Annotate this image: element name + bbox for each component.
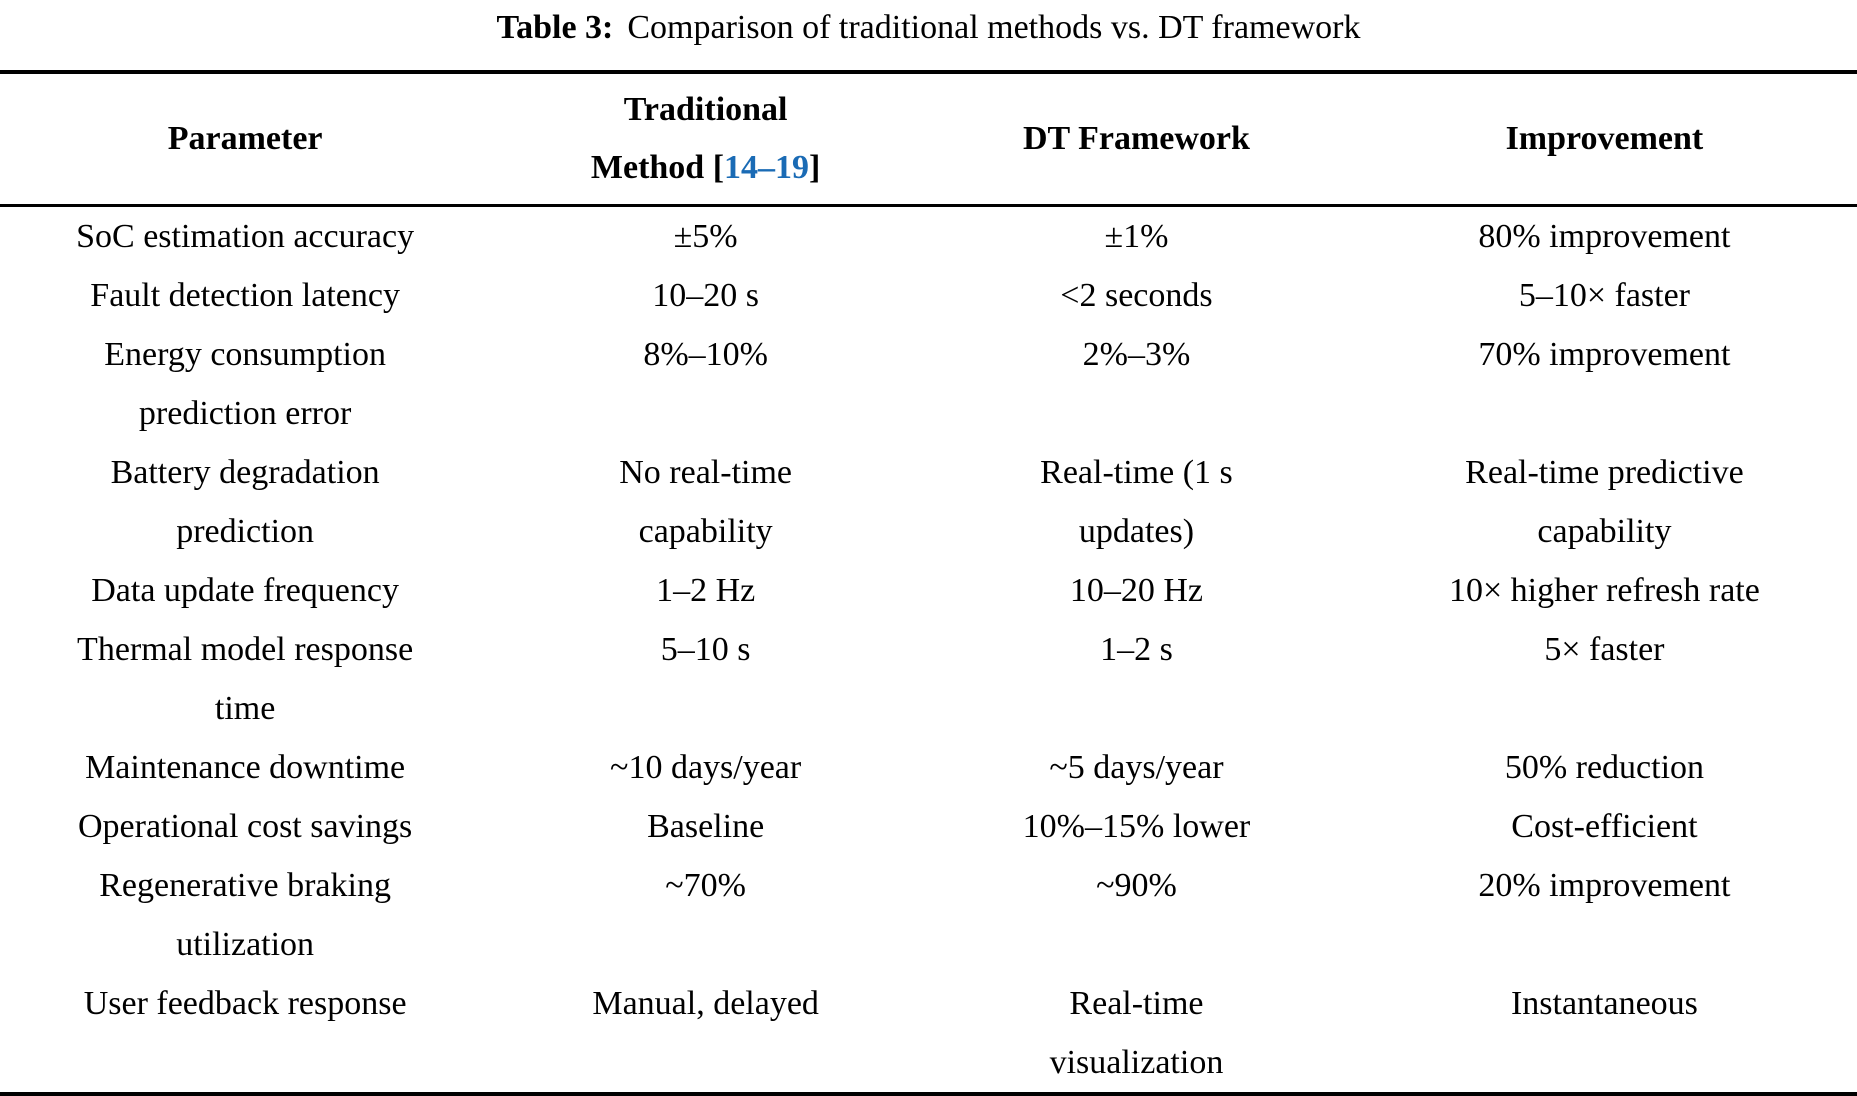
cell-dt-framework: ~5 days/year (1049, 749, 1224, 786)
table-row: Maintenance downtime ~10 days/year ~5 da… (0, 738, 1857, 797)
cell-dt-framework: Real-time (1 s updates) (1040, 454, 1233, 550)
cell-improvement: 5× faster (1544, 631, 1665, 668)
cell-dt-framework: Real-time visualization (1049, 985, 1224, 1081)
header-method-pre: Method [ (590, 149, 725, 186)
cell-traditional: 5–10 s (660, 631, 751, 668)
cell-parameter: Thermal model response time (77, 631, 414, 727)
col-header-parameter: Parameter (0, 72, 491, 207)
cell-improvement: Real-time predictive capability (1465, 454, 1744, 550)
cell-traditional: 8%–10% (643, 336, 768, 373)
cell-traditional: ~70% (665, 867, 746, 904)
cell-traditional: 1–2 Hz (656, 572, 756, 609)
cell-parameter: Regenerative braking utilization (99, 867, 391, 963)
header-line-1: Traditional (623, 91, 788, 128)
header-line-2: Method [14–19] (494, 139, 917, 197)
col-header-improvement: Improvement (1351, 72, 1857, 207)
table-row: Battery degradation prediction No real-t… (0, 443, 1857, 561)
cell-improvement: Cost-efficient (1511, 808, 1698, 845)
cell-parameter: User feedback response (83, 985, 407, 1022)
cell-improvement: 20% improvement (1478, 867, 1731, 904)
table-caption-text: Comparison of traditional methods vs. DT… (627, 9, 1361, 46)
table-row: Operational cost savings Baseline 10%–15… (0, 797, 1857, 856)
citation-link-14-19[interactable]: 14–19 (724, 149, 810, 186)
cell-dt-framework: ~90% (1096, 867, 1177, 904)
cell-parameter: Maintenance downtime (85, 749, 406, 786)
table-row: Regenerative braking utilization ~70% ~9… (0, 856, 1857, 974)
cell-parameter: Fault detection latency (90, 277, 400, 314)
header-method-post: ] (809, 149, 821, 186)
cell-traditional: No real-time capability (619, 454, 793, 550)
cell-traditional: Manual, delayed (592, 985, 819, 1022)
table-caption: Table 3: Comparison of traditional method… (0, 0, 1857, 70)
cell-dt-framework: <2 seconds (1060, 277, 1213, 314)
cell-improvement: 70% improvement (1478, 336, 1731, 373)
table-row: Thermal model response time 5–10 s 1–2 s… (0, 620, 1857, 738)
cell-improvement: 5–10× faster (1518, 277, 1691, 314)
cell-parameter: Data update frequency (91, 572, 399, 609)
cell-traditional: ~10 days/year (610, 749, 802, 786)
cell-dt-framework: 10%–15% lower (1022, 808, 1251, 845)
table-row: User feedback response Manual, delayed R… (0, 974, 1857, 1094)
table-row: Data update frequency 1–2 Hz 10–20 Hz 10… (0, 561, 1857, 620)
cell-traditional: 10–20 s (652, 277, 759, 314)
table-row: SoC estimation accuracy ±5% ±1% 80% impr… (0, 206, 1857, 267)
comparison-table: Parameter Traditional Method [14–19] DT … (0, 70, 1857, 1096)
table-row: Energy consumption prediction error 8%–1… (0, 325, 1857, 443)
table-caption-label: Table 3: (496, 9, 614, 46)
cell-dt-framework: 2%–3% (1082, 336, 1191, 373)
cell-traditional: Baseline (647, 808, 765, 845)
cell-parameter: Operational cost savings (77, 808, 413, 845)
cell-improvement: 10× higher refresh rate (1448, 572, 1760, 609)
cell-improvement: 80% improvement (1478, 218, 1731, 255)
table-header-row: Parameter Traditional Method [14–19] DT … (0, 72, 1857, 207)
cell-traditional: ±5% (673, 218, 738, 255)
cell-improvement: Instantaneous (1510, 985, 1698, 1022)
cell-parameter: SoC estimation accuracy (76, 218, 415, 255)
col-header-traditional-method: Traditional Method [14–19] (490, 72, 922, 207)
cell-dt-framework: 1–2 s (1100, 631, 1173, 668)
col-header-dt-framework: DT Framework (921, 72, 1352, 207)
cell-parameter: Energy consumption prediction error (104, 336, 386, 432)
cell-dt-framework: ±1% (1104, 218, 1169, 255)
cell-parameter: Battery degradation prediction (110, 454, 380, 550)
cell-improvement: 50% reduction (1504, 749, 1705, 786)
table-row: Fault detection latency 10–20 s <2 secon… (0, 266, 1857, 325)
cell-dt-framework: 10–20 Hz (1069, 572, 1204, 609)
